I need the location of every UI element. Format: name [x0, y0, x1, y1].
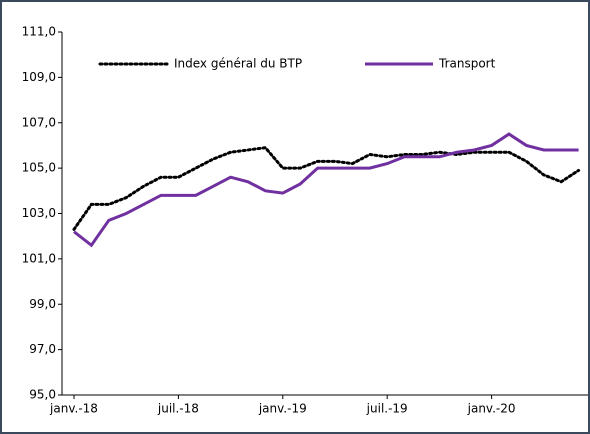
legend-label: Transport: [438, 57, 496, 71]
series-line: [72, 146, 581, 231]
y-tick-label: 97,0: [29, 342, 56, 356]
x-tick-label: janv.-19: [258, 402, 307, 416]
y-tick-label: 111,0: [22, 25, 56, 39]
x-tick-label: janv.-20: [467, 402, 516, 416]
y-tick-label: 105,0: [22, 161, 56, 175]
y-tick-label: 95,0: [29, 388, 56, 402]
x-tick-label: juil.-19: [366, 402, 408, 416]
y-tick-label: 107,0: [22, 115, 56, 129]
x-tick-label: juil.-18: [157, 402, 199, 416]
y-tick-label: 99,0: [29, 297, 56, 311]
x-tick-label: janv.-18: [49, 402, 98, 416]
series-line: [73, 132, 579, 248]
y-tick-label: 109,0: [22, 70, 56, 84]
legend-label: Index général du BTP: [174, 57, 302, 71]
y-tick-label: 103,0: [22, 206, 56, 220]
y-tick-label: 101,0: [22, 251, 56, 265]
